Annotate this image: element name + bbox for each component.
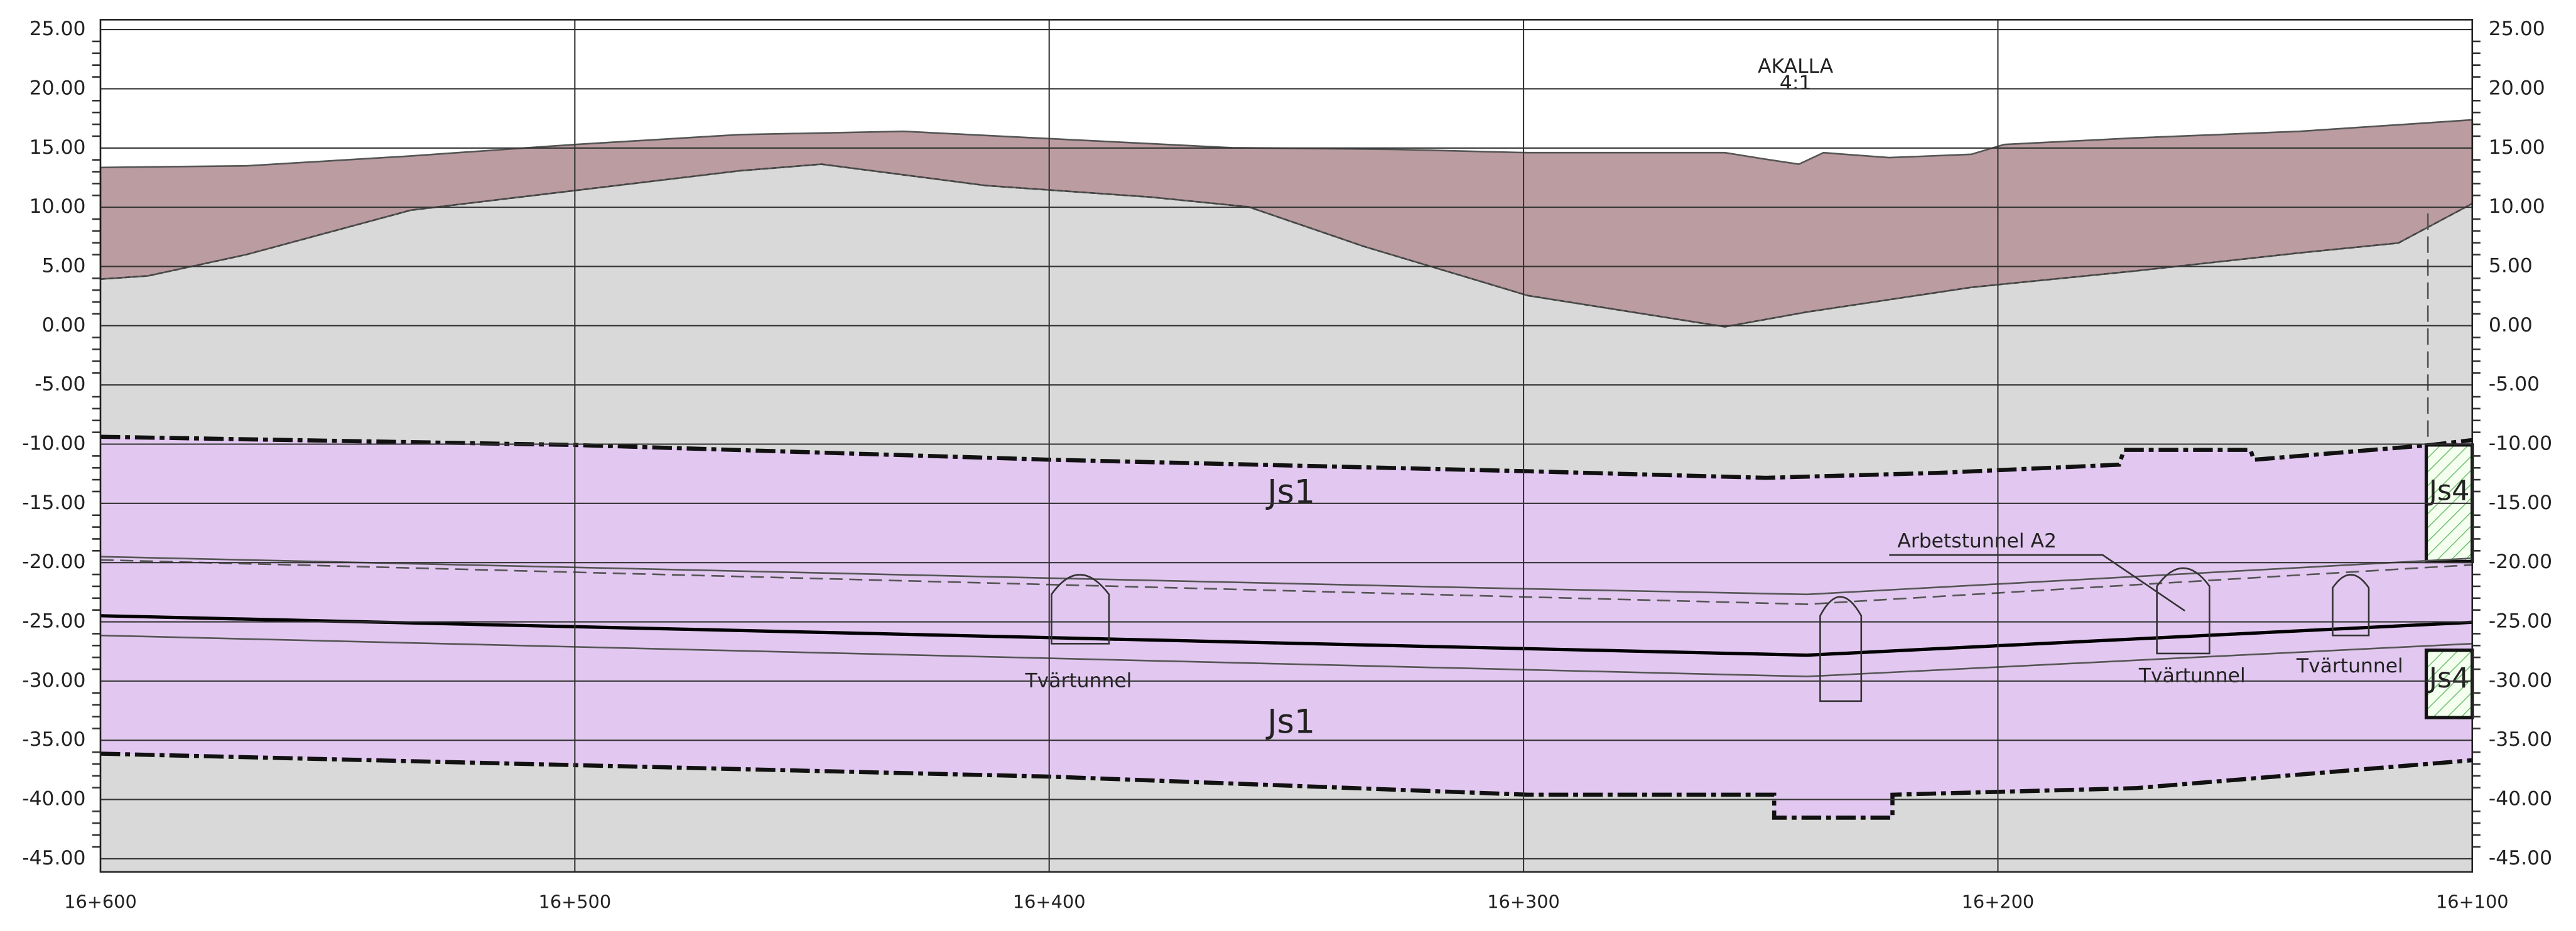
unit-label: Js1 bbox=[1265, 473, 1315, 511]
station-name: AKALLA bbox=[1758, 55, 1834, 78]
y-tick-label: -30.00 bbox=[2489, 669, 2552, 692]
y-tick-label: -15.00 bbox=[2489, 492, 2552, 514]
tunnel bbox=[2332, 574, 2370, 637]
y-tick-label: 15.00 bbox=[2489, 136, 2545, 159]
y-tick-label: -20.00 bbox=[22, 551, 85, 573]
y-tick-label: 10.00 bbox=[2489, 195, 2545, 218]
x-tick-label: 16+300 bbox=[1487, 891, 1560, 913]
y-tick-label: 0.00 bbox=[42, 314, 86, 336]
x-tick-label: 16+100 bbox=[2436, 891, 2509, 913]
y-tick-label: 25.00 bbox=[2489, 18, 2545, 40]
y-tick-label: 5.00 bbox=[42, 254, 86, 277]
y-tick-label: 20.00 bbox=[30, 77, 86, 99]
y-tick-label: 10.00 bbox=[30, 195, 86, 218]
unit-label: Js1 bbox=[1265, 702, 1315, 741]
y-tick-label: 15.00 bbox=[30, 136, 86, 159]
leader-line bbox=[1889, 554, 2185, 612]
unit-label: Js4 bbox=[2427, 475, 2470, 507]
frame bbox=[99, 19, 2474, 873]
y-tick-label: -35.00 bbox=[22, 728, 85, 751]
scale: 4:1 bbox=[1780, 72, 1812, 94]
y-tick-label: -40.00 bbox=[22, 788, 85, 810]
tunnel bbox=[2156, 567, 2211, 655]
y-tick-label: -10.00 bbox=[22, 432, 85, 455]
upper-line bbox=[100, 556, 2472, 596]
x-tick-label: 16+200 bbox=[1962, 891, 2035, 913]
x-tick-label: 16+400 bbox=[1013, 891, 1086, 913]
unit-label: Js4 bbox=[2427, 662, 2470, 694]
lower-line bbox=[100, 634, 2472, 677]
tunnel bbox=[1819, 596, 1863, 702]
zone-bottom-boundary bbox=[100, 751, 2473, 820]
y-tick-label: -10.00 bbox=[2489, 432, 2552, 455]
y-tick-label: -15.00 bbox=[22, 492, 85, 514]
y-tick-label: -20.00 bbox=[2489, 551, 2552, 573]
x-tick-label: 16+500 bbox=[539, 891, 612, 913]
y-tick-label: 20.00 bbox=[2489, 77, 2545, 99]
y-tick-label: -25.00 bbox=[22, 610, 85, 633]
zone-top-boundary bbox=[100, 434, 2473, 480]
y-tick-label: -45.00 bbox=[22, 847, 85, 869]
y-tick-label: 5.00 bbox=[2489, 254, 2533, 277]
y-tick-label: -40.00 bbox=[2489, 788, 2552, 810]
tunnel-label: Tvärtunnel bbox=[2138, 665, 2246, 687]
dashed-line bbox=[100, 559, 2472, 605]
tunnel-label: Arbetstunnel A2 bbox=[1897, 530, 2057, 552]
y-tick-label: -5.00 bbox=[2489, 373, 2540, 396]
y-tick-label: -45.00 bbox=[2489, 847, 2552, 869]
sky bbox=[100, 19, 2472, 168]
y-tick-label: 0.00 bbox=[2489, 314, 2533, 336]
tunnels bbox=[1051, 567, 2370, 702]
x-tick-label: 16+600 bbox=[64, 891, 137, 913]
y-tick-label: -5.00 bbox=[35, 373, 85, 396]
rock-zone bbox=[100, 436, 2472, 818]
tunnel bbox=[1051, 574, 1110, 645]
y-tick-label: -30.00 bbox=[22, 669, 85, 692]
y-tick-label: -35.00 bbox=[2489, 728, 2552, 751]
y-tick-label: -25.00 bbox=[2489, 610, 2552, 633]
tunnel-label: Tvärtunnel bbox=[2296, 655, 2403, 677]
tunnel-line bbox=[100, 614, 2472, 657]
y-tick-label: 25.00 bbox=[30, 18, 86, 40]
